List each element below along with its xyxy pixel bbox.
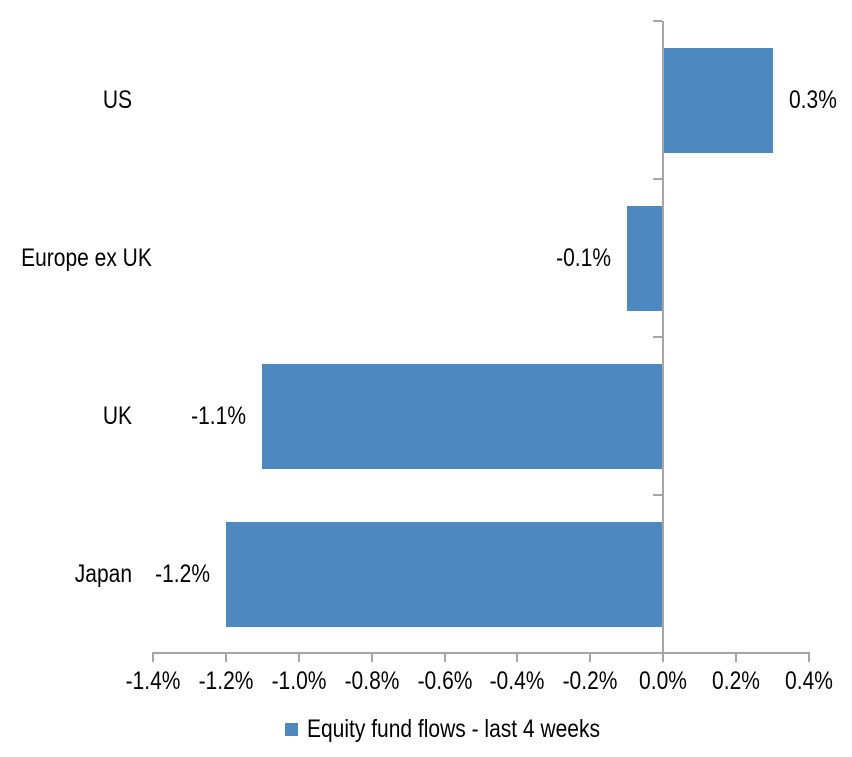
value-axis-tick [152,652,154,662]
value-axis-tick-label: -0.4% [490,667,545,695]
value-axis-tick [662,652,665,662]
category-axis-tick [653,336,663,338]
category-label: UK [102,402,132,430]
value-axis-tick-label: -1.0% [271,667,327,695]
value-axis-tick [370,652,373,662]
legend-swatch [285,722,298,736]
value-axis-tick [516,652,519,662]
value-axis-tick-label: 0.4% [785,667,833,695]
value-axis-tick [735,652,738,662]
value-axis-tick-label: 0.2% [712,667,761,695]
data-label: -0.1% [555,244,611,272]
category-label: Japan [74,560,132,588]
bar-uk [262,363,664,469]
value-axis-tick [297,652,300,662]
value-axis-line [152,652,810,654]
value-axis-tick-label: 0.0% [639,667,688,695]
value-axis-tick-label: -1.4% [125,667,181,695]
bar-japan [225,521,664,627]
category-axis-tick [653,178,663,180]
value-axis-tick [808,652,810,662]
category-axis-tick [653,20,663,22]
data-label: 0.3% [788,86,837,114]
value-axis-tick-label: -0.6% [417,667,472,695]
value-axis-tick-label: -0.8% [344,667,400,695]
category-label: Europe ex UK [21,244,152,272]
bar-europe-ex-uk [626,205,664,311]
data-label: -1.1% [191,402,247,430]
legend: Equity fund flows - last 4 weeks [285,714,656,744]
value-axis-tick-label: -0.2% [562,667,618,695]
data-label: -1.2% [155,560,210,588]
category-axis-line [662,21,665,662]
bar-us [663,47,773,153]
value-axis-tick [443,652,446,662]
legend-label: Equity fund flows - last 4 weeks [307,715,600,743]
category-label: US [102,86,132,114]
value-axis-tick [224,652,227,662]
value-axis-tick-label: -1.2% [198,667,254,695]
value-axis-tick [589,652,592,662]
category-axis-tick [653,494,663,496]
